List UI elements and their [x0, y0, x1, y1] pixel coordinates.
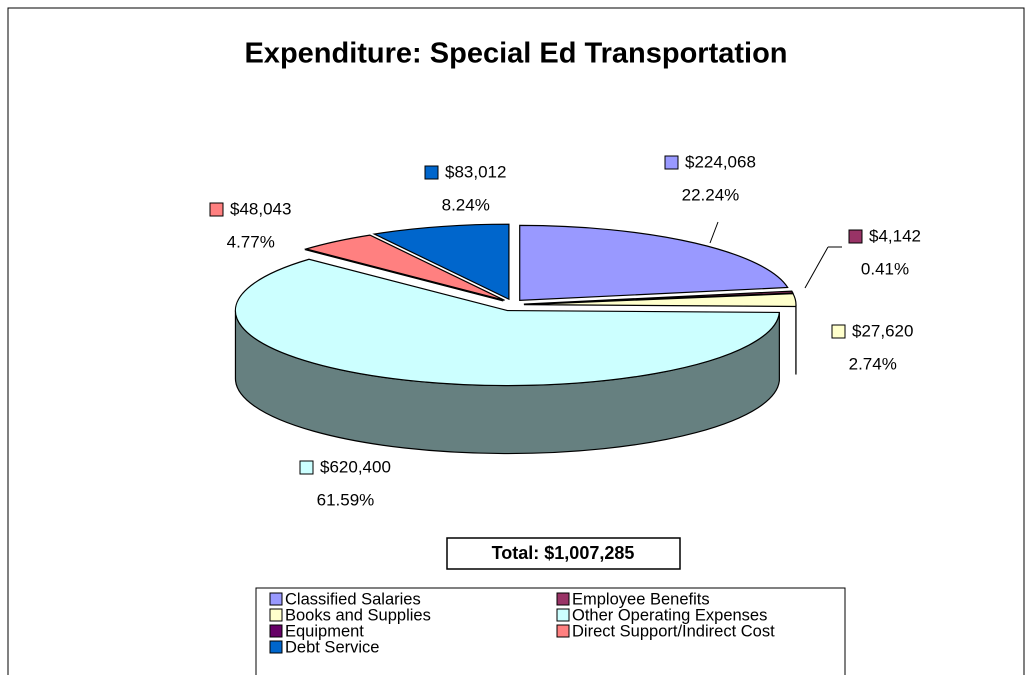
percent-label: 2.74% [849, 354, 897, 373]
total-label: Total: $1,007,285 [492, 543, 635, 563]
percent-label: 4.77% [227, 232, 275, 251]
legend-label: Classified Salaries [285, 590, 421, 608]
value-label: $620,400 [320, 457, 391, 476]
legend-label: Other Operating Expenses [572, 606, 767, 624]
percent-label: 22.24% [682, 185, 740, 204]
label-swatch [664, 155, 679, 170]
percent-label: 8.24% [442, 195, 490, 214]
legend-label: Debt Service [285, 638, 379, 656]
pie [234, 223, 797, 455]
value-label: $224,068 [685, 152, 756, 171]
legend-swatch [556, 624, 570, 638]
legend-box [255, 587, 846, 675]
percent-label: 61.59% [317, 490, 375, 509]
slice [372, 223, 510, 301]
leader-line [709, 221, 719, 244]
label-swatch [209, 202, 224, 217]
label-swatch [831, 324, 846, 339]
slice [523, 293, 797, 308]
slice [234, 258, 781, 387]
legend-label: Books and Supplies [285, 606, 431, 624]
label-swatch [848, 229, 863, 244]
legend: Classified Salaries Employee Benefits Book… [269, 590, 775, 656]
legend-swatch [269, 608, 283, 622]
legend-swatch [556, 592, 570, 606]
legend-swatch [269, 640, 283, 654]
value-label: $48,043 [230, 199, 291, 218]
slice [303, 234, 505, 301]
legend-label: Equipment [285, 622, 364, 640]
legend-label: Direct Support/Indirect Cost [572, 622, 775, 640]
percent-label: 0.41% [861, 259, 909, 278]
total-box [446, 537, 681, 570]
legend-label: Employee Benefits [572, 590, 710, 608]
leader-line [804, 246, 829, 289]
chart-title: Expenditure: Special Ed Transportation [244, 38, 787, 70]
legend-swatch [269, 624, 283, 638]
label-swatch [299, 460, 314, 475]
label-swatch [424, 165, 439, 180]
data-labels: $224,068 22.24% $4,142 0.41% $27,620 2.74% $62… [209, 152, 921, 509]
value-label: $4,142 [869, 226, 921, 245]
value-label: $27,620 [852, 321, 913, 340]
value-label: $83,012 [445, 162, 506, 181]
slice [519, 224, 789, 302]
legend-swatch [556, 608, 570, 622]
legend-swatch [269, 592, 283, 606]
